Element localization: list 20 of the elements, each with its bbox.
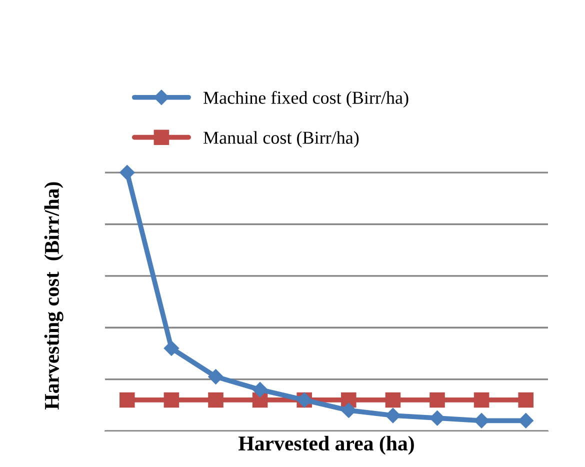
legend-label: Manual cost (Birr/ha) xyxy=(204,131,359,148)
point xyxy=(252,382,268,398)
point xyxy=(341,402,356,418)
point xyxy=(430,392,445,408)
legend-label: Machine fixed cost (Birr/ha) xyxy=(204,90,408,108)
point xyxy=(385,408,401,424)
point xyxy=(385,392,401,408)
point xyxy=(164,392,180,408)
point xyxy=(164,340,180,356)
point xyxy=(518,413,534,428)
point xyxy=(120,164,135,180)
point xyxy=(518,392,534,408)
point xyxy=(430,410,445,426)
x-axis-title: Harvested area (ha) xyxy=(238,436,414,455)
point xyxy=(208,392,224,408)
y-axis-title: Harvesting cost (Birr/ha) xyxy=(44,182,64,410)
point xyxy=(208,369,224,384)
point xyxy=(474,413,490,428)
point xyxy=(474,392,490,408)
point xyxy=(120,392,135,408)
